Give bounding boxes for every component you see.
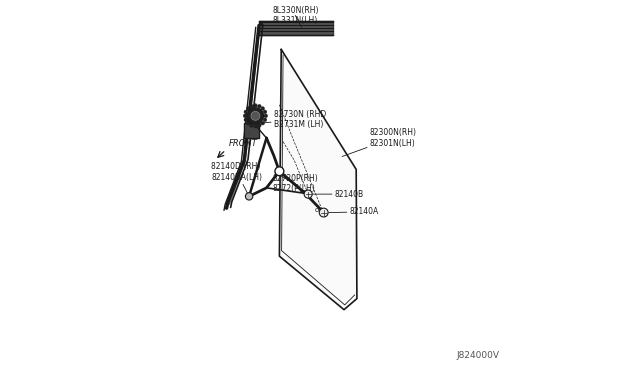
Circle shape	[245, 193, 253, 200]
Text: FRONT: FRONT	[228, 140, 257, 148]
Circle shape	[244, 118, 248, 122]
Circle shape	[251, 111, 260, 120]
Circle shape	[246, 107, 250, 110]
Circle shape	[253, 124, 257, 128]
Circle shape	[263, 118, 267, 122]
Text: 82140B: 82140B	[313, 190, 364, 199]
Text: 82140D (RH)
82140DA(LH): 82140D (RH) 82140DA(LH)	[211, 162, 262, 196]
Text: J824000V: J824000V	[456, 351, 499, 360]
Polygon shape	[228, 25, 260, 205]
Circle shape	[261, 107, 264, 110]
Circle shape	[247, 108, 264, 124]
Circle shape	[243, 114, 247, 118]
Circle shape	[275, 167, 284, 176]
Polygon shape	[244, 123, 259, 138]
Circle shape	[253, 104, 257, 108]
Circle shape	[319, 208, 328, 217]
Circle shape	[250, 105, 253, 108]
Text: 82720P(RH)
8272(P(LH): 82720P(RH) 8272(P(LH)	[272, 173, 317, 193]
Polygon shape	[280, 49, 357, 310]
Circle shape	[304, 190, 312, 198]
Circle shape	[246, 121, 250, 125]
Circle shape	[250, 124, 253, 127]
Text: 82300N(RH)
82301N(LH): 82300N(RH) 82301N(LH)	[342, 128, 417, 157]
Circle shape	[257, 124, 261, 127]
Text: 8L330N(RH)
8L331N(LH): 8L330N(RH) 8L331N(LH)	[272, 6, 319, 27]
Text: 82730N (RHD
B2731M (LH): 82730N (RHD B2731M (LH)	[259, 110, 326, 129]
Circle shape	[263, 110, 267, 114]
Circle shape	[261, 121, 264, 125]
Circle shape	[264, 114, 268, 118]
Polygon shape	[259, 20, 333, 35]
Circle shape	[257, 105, 261, 108]
Text: 82140A: 82140A	[329, 207, 379, 217]
Text: o: o	[314, 207, 319, 213]
Circle shape	[244, 110, 248, 114]
